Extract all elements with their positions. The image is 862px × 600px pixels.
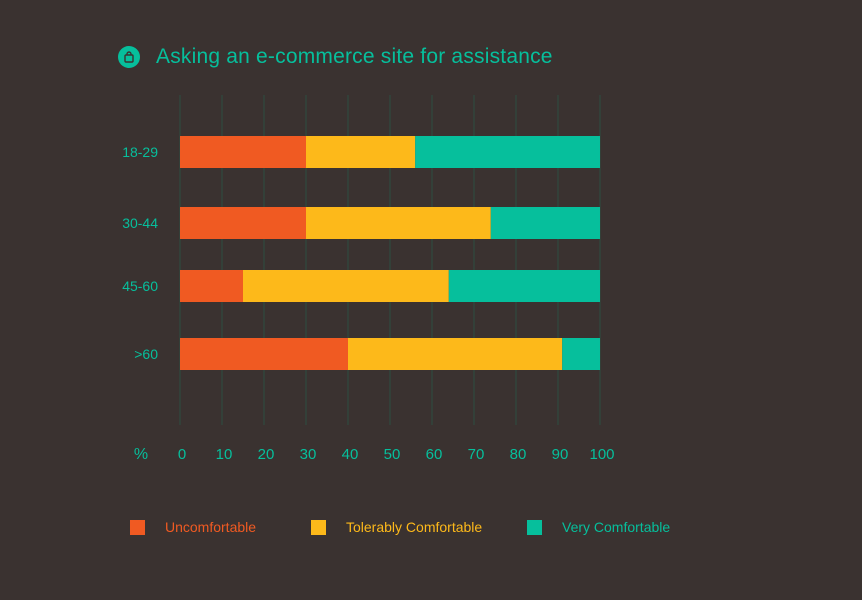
legend-swatch <box>527 519 542 535</box>
legend-item: Tolerably Comfortable <box>311 519 482 535</box>
x-tick-label: 90 <box>552 446 569 463</box>
category-label: 18-29 <box>122 144 158 160</box>
legend-label: Tolerably Comfortable <box>346 519 483 535</box>
bar-segment <box>180 270 243 302</box>
chart-header: Asking an e-commerce site for assistance <box>118 42 553 72</box>
category-label: 30-44 <box>122 215 158 231</box>
bar-segment <box>180 136 306 168</box>
x-tick-label: 30 <box>300 446 317 463</box>
x-tick-label: 40 <box>342 446 359 463</box>
legend-swatch <box>130 519 145 535</box>
legend-item: Uncomfortable <box>130 519 256 535</box>
bar-segment <box>448 270 600 302</box>
legend-label: Uncomfortable <box>165 519 257 535</box>
x-tick-label: 70 <box>468 446 485 463</box>
bar-segment <box>490 207 600 239</box>
category-label: 45-60 <box>122 278 158 294</box>
category-label: >60 <box>134 346 158 362</box>
x-tick-label: 0 <box>178 446 186 463</box>
legend-label: Very Comfortable <box>562 519 671 535</box>
bar-segment <box>306 207 491 239</box>
x-tick-label: 80 <box>510 446 527 463</box>
legend-item: Very Comfortable <box>527 519 670 535</box>
bar-segment <box>243 270 449 302</box>
x-tick-label: 100 <box>589 446 614 463</box>
legend-swatch <box>311 519 326 535</box>
chart-legend: Uncomfortable Tolerably Comfortable Very C… <box>0 519 862 539</box>
x-tick-label: 20 <box>258 446 275 463</box>
bar-segment <box>348 338 563 370</box>
x-tick-label: 50 <box>384 446 401 463</box>
x-axis-label: % <box>134 446 148 463</box>
chart-title: Asking an e-commerce site for assistance <box>156 45 553 68</box>
bar-segment <box>180 338 348 370</box>
shopping-bag-icon <box>118 46 140 68</box>
x-tick-label: 10 <box>216 446 233 463</box>
bar-segment <box>415 136 600 168</box>
bar-segment <box>180 207 306 239</box>
bar-segment <box>306 136 416 168</box>
bar-segment <box>562 338 600 370</box>
x-tick-label: 60 <box>426 446 443 463</box>
